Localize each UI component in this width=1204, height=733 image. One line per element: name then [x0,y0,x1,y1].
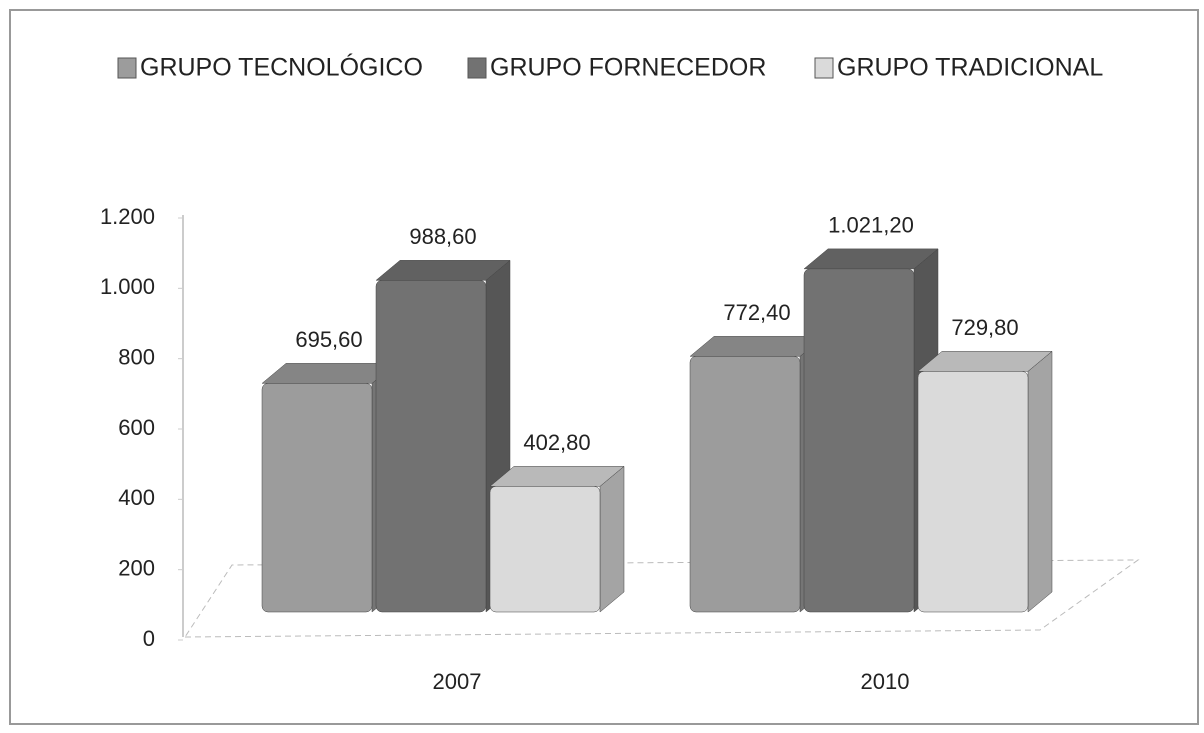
y-tick-label: 200 [118,555,155,580]
y-tick-label: 0 [143,626,155,651]
bar-side [1027,350,1053,613]
bar [917,371,1029,613]
legend-swatch [467,57,487,79]
legend-swatch [814,57,834,79]
x-tick-label: 2007 [433,669,482,694]
legend-text: GRUPO FORNECEDOR [490,54,766,82]
bar [375,280,487,613]
y-tick-label: 800 [118,344,155,369]
data-label: 988,60 [409,224,476,249]
bar-top [489,466,625,487]
y-tick-label: 400 [118,485,155,510]
y-tick-label: 1.200 [100,204,155,229]
bar-side [599,465,625,613]
legend-text: GRUPO TRADICIONAL [837,54,1103,82]
bar-top [375,260,511,281]
bar-top [803,248,939,270]
legend-text: GRUPO TECNOLÓGICO [140,53,423,82]
y-tick-label: 600 [118,415,155,440]
bar [803,268,915,613]
data-label: 1.021,20 [828,213,914,238]
bar [261,383,373,613]
data-label: 772,40 [723,300,790,325]
floor [184,559,1140,638]
data-label: 729,80 [951,315,1018,340]
bar [689,356,801,613]
y-tick-label: 1.000 [100,274,155,299]
x-tick-label: 2010 [861,669,910,694]
data-label: 695,60 [295,327,362,352]
bar [489,486,601,613]
bar-top [917,351,1053,372]
legend-swatch [117,57,137,79]
data-label: 402,80 [523,430,590,455]
